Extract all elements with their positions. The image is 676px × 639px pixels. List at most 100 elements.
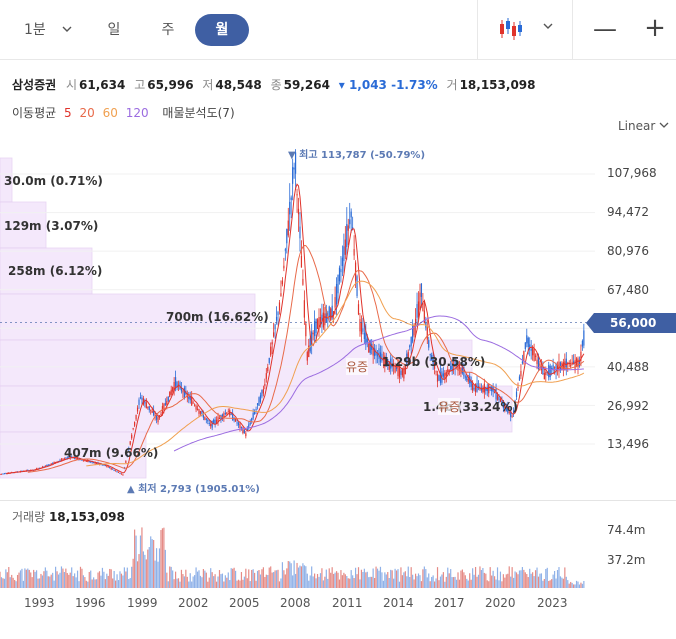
volume-bar	[270, 566, 272, 588]
candle-body	[286, 229, 288, 244]
chart-type-chevron-icon[interactable]	[542, 16, 554, 45]
volume-profile-indicator-label[interactable]: 매물분석도(7)	[162, 106, 235, 120]
volume-bar	[256, 570, 259, 588]
volume-bar	[340, 570, 342, 588]
volume-bar	[294, 573, 297, 588]
volume-bar	[113, 570, 115, 588]
volume-bar	[575, 580, 578, 588]
volume-bar	[72, 576, 74, 588]
volume-bar	[53, 580, 55, 588]
x-tick-label: 2023	[537, 596, 568, 610]
volume-bar	[281, 562, 284, 588]
zoom-out-button[interactable]: —	[593, 15, 617, 43]
candle-body	[502, 400, 504, 409]
volume-bar	[444, 581, 446, 588]
volume-bar	[215, 581, 218, 588]
volume-bar	[445, 576, 447, 588]
candle-body	[122, 474, 124, 476]
candle-body	[300, 255, 303, 268]
volume-bar	[141, 527, 143, 588]
candle-body	[524, 342, 526, 349]
volume-bar	[123, 567, 125, 588]
y-tick-label: 80,976	[607, 244, 649, 258]
volume-bar	[22, 580, 25, 588]
candle-body	[551, 368, 553, 370]
scale-label: Linear	[618, 119, 656, 133]
candle-body	[90, 461, 92, 463]
volume-bar	[273, 572, 275, 588]
volume-bar	[172, 570, 174, 588]
volume-bar	[25, 569, 27, 588]
candle-body	[281, 280, 284, 285]
candle-body	[132, 428, 134, 430]
volume-bar	[249, 581, 251, 588]
candle-body	[450, 366, 452, 370]
volume-bar	[407, 566, 409, 588]
volume-bar	[423, 566, 425, 588]
candle-body	[182, 391, 184, 393]
candle-body	[155, 414, 158, 420]
volume-bar	[63, 572, 65, 588]
rights-offering-event[interactable]: 유증	[346, 358, 369, 375]
candle-body	[464, 376, 466, 378]
candle-body	[261, 389, 263, 397]
volume-bar	[44, 567, 46, 588]
candle-body	[349, 219, 351, 225]
timeframe-month-tab[interactable]: 월	[195, 14, 249, 46]
price-chart[interactable]	[0, 140, 676, 500]
volume-bar	[548, 581, 550, 588]
candle-body	[271, 342, 273, 345]
volume-bar	[527, 577, 529, 588]
candle-body	[170, 389, 172, 395]
volume-bar	[221, 573, 224, 588]
volume-bar	[207, 581, 209, 588]
volume-bar	[84, 577, 86, 588]
volume-bar	[192, 576, 194, 588]
volume-bar	[183, 576, 185, 588]
candlestick-chart-type-icon[interactable]	[498, 16, 524, 42]
candle-body	[305, 323, 307, 337]
volume-bar	[229, 580, 231, 588]
volume-bar	[327, 578, 329, 588]
timeframe-day-tab[interactable]: 일	[107, 22, 121, 38]
volume-profile-label: 30.0m (0.71%)	[4, 174, 103, 188]
candle-body	[191, 397, 193, 406]
candle-body	[112, 468, 114, 470]
volume-bar	[504, 577, 506, 588]
timeframe-minute-dropdown[interactable]: 1분	[14, 14, 74, 46]
candle-body	[234, 419, 237, 422]
candle-body	[160, 414, 162, 416]
candle-body	[527, 337, 529, 348]
volume-bar	[558, 567, 560, 588]
candle-body	[50, 463, 52, 465]
candle-body	[174, 377, 177, 387]
timeframe-week-tab[interactable]: 주	[161, 22, 175, 38]
y-tick-label: 67,480	[607, 283, 649, 297]
volume-bar	[486, 580, 488, 588]
open-label: 시	[66, 78, 78, 92]
candle-body	[435, 371, 437, 373]
volume-bar	[442, 572, 444, 588]
moving-average-label[interactable]: 이동평균	[12, 106, 57, 120]
volume-bar	[110, 569, 112, 588]
candle-body	[104, 465, 106, 467]
volume-bar	[354, 567, 357, 588]
volume-bar	[542, 580, 544, 588]
candle-body	[423, 310, 425, 324]
volume-bar	[189, 573, 191, 588]
volume-bar	[213, 576, 215, 588]
volume-bar	[474, 566, 477, 588]
volume-chart[interactable]	[0, 500, 676, 590]
volume-bar	[297, 567, 300, 588]
volume-bar	[328, 568, 330, 588]
candle-body	[110, 468, 112, 470]
candle-body	[147, 406, 149, 408]
zoom-in-button[interactable]: +	[644, 13, 666, 43]
scale-dropdown[interactable]: Linear	[618, 119, 669, 133]
volume-bar	[496, 567, 499, 588]
volume-bar	[413, 579, 415, 588]
rights-offering-event[interactable]: 유증	[438, 398, 461, 415]
volume-bar	[312, 576, 314, 588]
y-tick-label: 40,488	[607, 360, 649, 374]
volume-bar	[518, 570, 521, 588]
